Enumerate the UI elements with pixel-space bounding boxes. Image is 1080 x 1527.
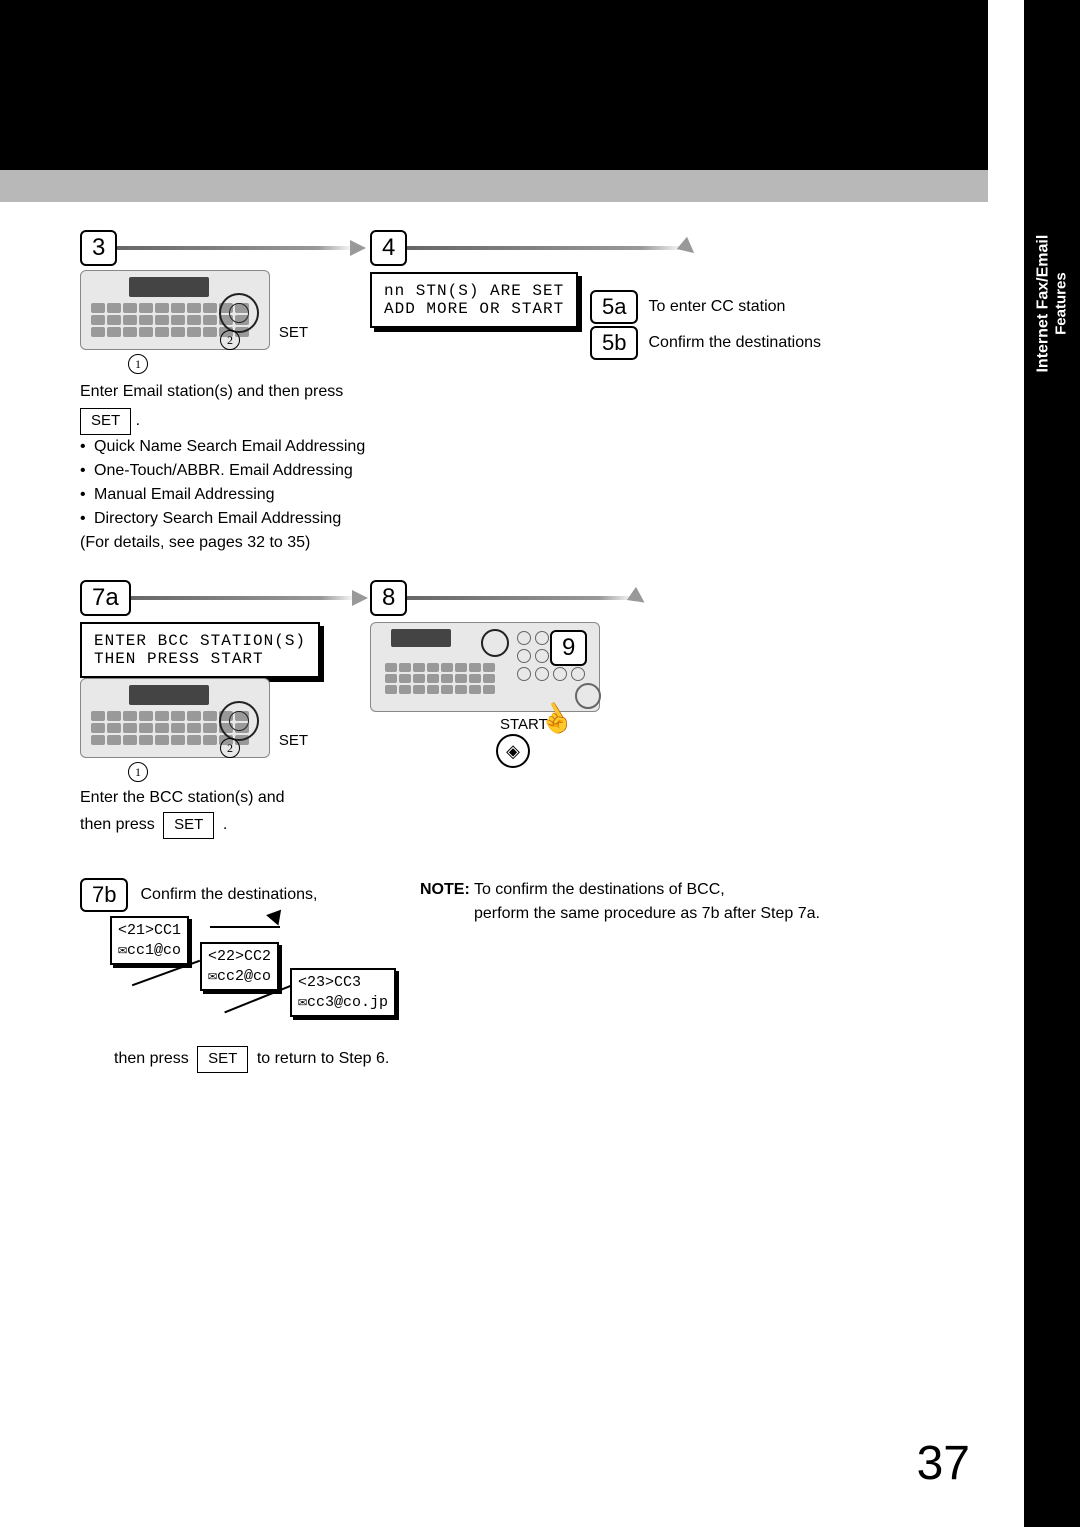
step-7a-lcd: ENTER BCC STATION(S) THEN PRESS START [80,622,320,678]
step-3-punct: . [136,412,140,429]
page-number: 37 [917,1436,970,1491]
conn-line-1 [210,926,280,928]
step-7a-set-label: SET [279,732,308,749]
line-8-to-9 [404,596,634,600]
hand-icon [536,706,570,740]
line-3-to-4 [114,246,354,250]
step-3-set-label: SET [279,324,308,341]
step-4-lcd-wrap: nn STN(S) ARE SET ADD MORE OR START [370,272,578,328]
device-icon [80,270,270,350]
step-5b-row: 5b Confirm the destinations [590,326,821,360]
step-7b-label: 7b [80,878,128,912]
step-7b-footer: then press SET to return to Step 6. [114,1046,389,1073]
step-3-set-btn: SET [80,408,131,435]
step-5a-label: 5a [590,290,638,324]
step-7b-set-btn: SET [197,1046,248,1073]
step-7a-circ2: 2 [220,738,240,758]
step-3-circ1: 1 [128,354,148,374]
dest-1-lcd: <21>CC1 ✉cc1@co [110,916,189,965]
arrow-7a-to-8 [352,590,368,606]
step-3-bullet-0: Quick Name Search Email Addressing [80,435,380,459]
dest-2-lcd: <22>CC2 ✉cc2@co [200,942,279,991]
step-7a-lcd-wrap: ENTER BCC STATION(S) THEN PRESS START [80,622,320,678]
step-3-text-block: Enter Email station(s) and then press SE… [80,380,380,555]
side-tab-label: Internet Fax/Email Features [1033,235,1070,373]
step-3-bullet-2: Manual Email Addressing [80,483,380,507]
step-7a-set-btn: SET [163,812,214,839]
header-notch [988,0,1024,202]
header-gray-stripe [0,170,1080,202]
step-3-box: 3 [80,230,117,266]
step-7a-punct: . [223,816,227,833]
step-7b-dest-group: <21>CC1 ✉cc1@co <22>CC2 ✉cc2@co <23>CC3 … [110,916,410,1026]
step-3-label: 3 [80,230,117,266]
step-4-lcd: nn STN(S) ARE SET ADD MORE OR START [370,272,578,328]
step-5a-text: To enter CC station [648,295,785,319]
step-7b-intro: Confirm the destinations, [140,883,317,907]
step-9-box: 9 [550,630,587,666]
step-5a-row: 5a To enter CC station [590,290,785,324]
step-3-bullet-1: One-Touch/ABBR. Email Addressing [80,459,380,483]
step-5b-text: Confirm the destinations [648,331,821,355]
step-7b-thenpress: then press [114,1050,189,1067]
step-7b-header: 7b Confirm the destinations, [80,878,317,912]
step-7a-box: 7a [80,580,131,616]
step-7a-circ1: 1 [128,762,148,782]
step-3-footer: (For details, see pages 32 to 35) [80,531,380,555]
arrow-8-to-9 [627,587,649,609]
step-3-circ2: 2 [220,330,240,350]
step-4-box: 4 [370,230,407,266]
line-4-to-5 [404,246,684,250]
step-9-label: 9 [550,630,587,666]
side-tab: Internet Fax/Email Features [1024,0,1080,1527]
step-7a-text-block: Enter the BCC station(s) and then press … [80,786,285,839]
header-black-band [0,0,1080,170]
note-block: NOTE: To confirm the destinations of BCC… [420,878,820,926]
note-line1: To confirm the destinations of BCC, [470,881,725,898]
line-7a-to-8 [126,596,356,600]
step-5b-label: 5b [590,326,638,360]
start-button-icon: ◈ [496,734,530,768]
step-7a-instr2a: then press [80,816,155,833]
step-7a-device: SET 1 2 [80,678,270,758]
step-8-box: 8 [370,580,407,616]
side-tab-line2: Features [1053,235,1071,373]
step-3-device: SET 1 2 [80,270,270,350]
step-3-instr1: Enter Email station(s) and then press [80,380,380,404]
step-8-label: 8 [370,580,407,616]
step-4-label: 4 [370,230,407,266]
device-icon [80,678,270,758]
note-prefix: NOTE: [420,881,470,898]
step-7b-toreturn: to return to Step 6. [257,1050,390,1067]
step-3-bullet-3: Directory Search Email Addressing [80,507,380,531]
side-tab-line1: Internet Fax/Email [1034,235,1051,373]
dest-3-lcd: <23>CC3 ✉cc3@co.jp [290,968,396,1017]
note-line2: perform the same procedure as 7b after S… [420,902,820,926]
step-7a-label: 7a [80,580,131,616]
arrow-3-to-4 [350,240,366,256]
step-7a-instr1: Enter the BCC station(s) and [80,786,285,810]
arrow-4-to-5 [677,237,700,260]
